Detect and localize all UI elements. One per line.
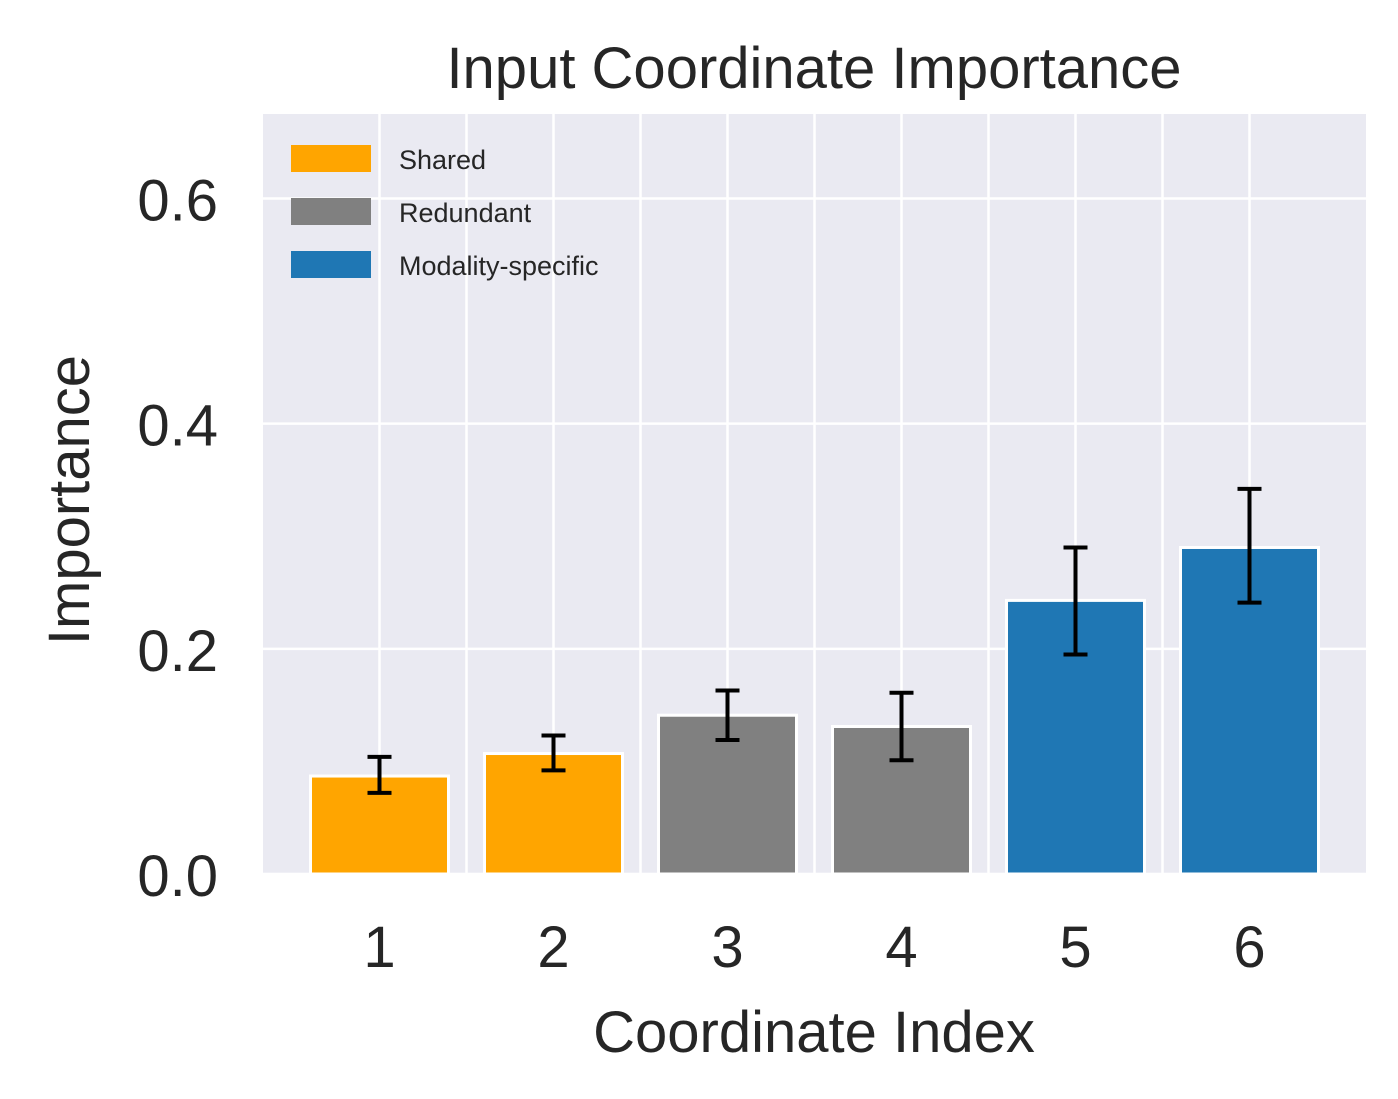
y-tick-label-3: 0.6 xyxy=(137,168,218,233)
legend: Shared Redundant Modality-specific xyxy=(291,145,599,281)
legend-swatch-redundant xyxy=(291,198,371,225)
y-axis-label: Importance xyxy=(37,355,102,645)
error-bar-1 xyxy=(367,754,392,795)
error-bar-2 xyxy=(541,733,566,773)
legend-label-shared: Shared xyxy=(399,145,486,175)
x-tick-label-3: 3 xyxy=(711,915,743,980)
x-tick-label-1: 1 xyxy=(363,915,395,980)
legend-swatch-shared xyxy=(291,145,371,172)
error-bar-4 xyxy=(889,690,914,763)
legend-label-redundant: Redundant xyxy=(399,198,532,228)
error-bar-3 xyxy=(715,688,740,743)
x-axis-ticks: 1 2 3 4 5 6 xyxy=(363,915,1265,980)
error-bar-6 xyxy=(1237,486,1262,605)
chart-title: Input Coordinate Importance xyxy=(446,36,1181,101)
y-tick-label-2: 0.4 xyxy=(137,394,218,459)
legend-label-modality-specific: Modality-specific xyxy=(399,251,599,281)
x-axis-label: Coordinate Index xyxy=(593,1000,1035,1065)
legend-entry-shared: Shared xyxy=(291,145,486,175)
x-tick-label-5: 5 xyxy=(1059,915,1091,980)
y-tick-label-1: 0.2 xyxy=(137,619,218,684)
legend-entry-modality-specific: Modality-specific xyxy=(291,251,599,281)
legend-swatch-modality-specific xyxy=(291,251,371,278)
y-axis-ticks: 0.0 0.2 0.4 0.6 xyxy=(137,168,218,909)
x-tick-label-4: 4 xyxy=(885,915,917,980)
x-tick-label-6: 6 xyxy=(1233,915,1265,980)
x-tick-label-2: 2 xyxy=(537,915,569,980)
error-bar-5 xyxy=(1063,545,1088,657)
error-bars xyxy=(367,486,1262,795)
legend-entry-redundant: Redundant xyxy=(291,198,532,228)
y-tick-label-0: 0.0 xyxy=(137,844,218,909)
